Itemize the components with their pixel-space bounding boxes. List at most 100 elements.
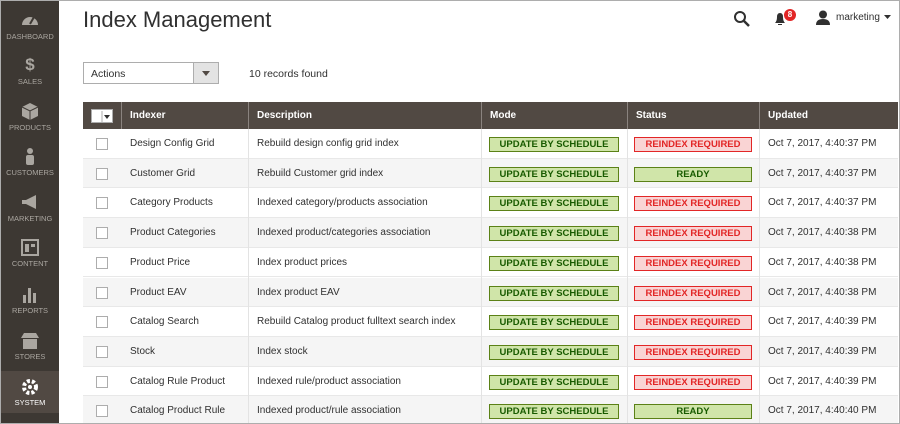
mode-badge: UPDATE BY SCHEDULE [489,226,619,242]
status-badge: REINDEX REQUIRED [634,137,752,152]
nav-item[interactable]: CUSTOMERS [1,143,59,187]
row-checkbox[interactable] [96,405,108,418]
nav-icon [22,195,36,209]
nav-label: PRODUCTS [8,123,52,132]
user-caret [884,15,891,19]
table-header [83,102,898,129]
nav-icon [26,148,34,165]
column-header: Description [248,102,481,129]
mode-badge: UPDATE BY SCHEDULE [489,374,619,390]
user-name[interactable]: marketing [836,12,880,23]
row-checkbox[interactable] [96,345,108,358]
sidebar: DASHBOARD $ SALES PRODUCTS CUSTOMERS MARKETIN… [1,1,59,423]
status-badge: REINDEX REQUIRED [634,374,752,390]
indexer: Product Price [130,256,191,268]
status-badge: REINDEX REQUIRED [634,285,752,301]
nav-item[interactable]: SYSTEM [1,371,59,413]
row-checkbox[interactable] [96,256,108,269]
updated: Oct 7, 2017, 4:40:37 PM [768,197,877,209]
nav-item[interactable]: MARKETING [1,189,59,233]
status-badge: READY [634,166,752,182]
status-badge: READY [634,404,752,420]
description: Index product EAV [257,286,340,298]
row-checkbox[interactable] [96,227,108,240]
updated: Oct 7, 2017, 4:40:38 PM [768,256,877,268]
nav-label: DASHBOARD [6,32,54,41]
nav-icon [21,103,39,120]
search-icon[interactable] [733,10,751,28]
indexer: Catalog Rule Product [130,375,226,387]
row-checkbox[interactable] [96,167,108,180]
indexer: Catalog Search [130,316,199,328]
nav-icon [22,16,38,25]
svg-text:$: $ [25,56,35,74]
nav-icon [22,379,38,395]
nav-item[interactable]: CONTENT [1,234,59,278]
updated: Oct 7, 2017, 4:40:37 PM [768,138,877,149]
column-divider [248,129,249,423]
updated: Oct 7, 2017, 4:40:38 PM [768,227,877,239]
nav-item[interactable]: PRODUCTS [1,98,59,142]
description: Index stock [257,345,308,357]
row-checkbox[interactable] [96,375,108,388]
mode-badge: UPDATE BY SCHEDULE [489,166,619,182]
indexer: Stock [130,345,156,357]
updated: Oct 7, 2017, 4:40:38 PM [768,286,877,298]
records-count: 10 records found [249,68,328,80]
updated: Oct 7, 2017, 4:40:39 PM [768,375,877,387]
nav-item[interactable]: REPORTS [1,281,59,325]
description: Indexed rule/product association [257,375,401,387]
nav-item[interactable]: STORES [1,327,59,371]
nav-label: MARKETING [7,214,53,223]
mode-badge: UPDATE BY SCHEDULE [489,137,619,152]
actions-select[interactable]: Actions [83,62,219,84]
column-divider [481,129,482,423]
description: Rebuild Catalog product fulltext search … [257,316,456,328]
row-checkbox[interactable] [96,138,108,150]
nav-label: SYSTEM [14,398,46,407]
nav-item[interactable]: $ SALES [1,52,59,96]
nav-icon [23,288,36,303]
status-badge: REINDEX REQUIRED [634,315,752,331]
mode-badge: UPDATE BY SCHEDULE [489,315,619,331]
indexer: Product EAV [130,286,187,298]
bell-icon[interactable] [773,12,787,26]
description: Rebuild design config grid index [257,138,399,149]
nav-label: SALES [17,77,43,86]
nav-item[interactable]: DASHBOARD [1,7,59,51]
mode-badge: UPDATE BY SCHEDULE [489,196,619,212]
status-badge: REINDEX REQUIRED [634,226,752,242]
row-checkbox[interactable] [96,286,108,299]
nav-label: REPORTS [11,306,49,315]
actions-arrow [193,63,218,83]
indexer: Customer Grid [130,167,196,179]
indexer: Category Products [130,197,213,209]
column-divider [627,129,628,423]
updated: Oct 7, 2017, 4:40:39 PM [768,316,877,328]
status-badge: REINDEX REQUIRED [634,196,752,212]
description: Indexed category/products association [257,197,428,209]
updated: Oct 7, 2017, 4:40:37 PM [768,167,877,179]
row-checkbox[interactable] [96,316,108,329]
user-icon[interactable] [815,10,831,25]
column-header: Indexer [121,102,248,129]
mode-badge: UPDATE BY SCHEDULE [489,344,619,360]
mode-badge: UPDATE BY SCHEDULE [489,285,619,301]
actions-label: Actions [91,68,126,80]
mass-select[interactable] [91,109,113,123]
indexer: Product Categories [130,227,216,239]
status-badge: REINDEX REQUIRED [634,255,752,271]
status-badge: REINDEX REQUIRED [634,344,752,360]
updated: Oct 7, 2017, 4:40:40 PM [768,405,877,417]
notification-count: 8 [784,9,796,21]
column-divider [759,129,760,423]
description: Index product prices [257,256,348,268]
nav-label: CONTENT [11,259,49,268]
nav-label: STORES [14,352,46,361]
column-header: Updated [759,102,898,129]
column-header: Mode [481,102,627,129]
nav-label: CUSTOMERS [6,168,54,177]
row-checkbox[interactable] [96,197,108,210]
